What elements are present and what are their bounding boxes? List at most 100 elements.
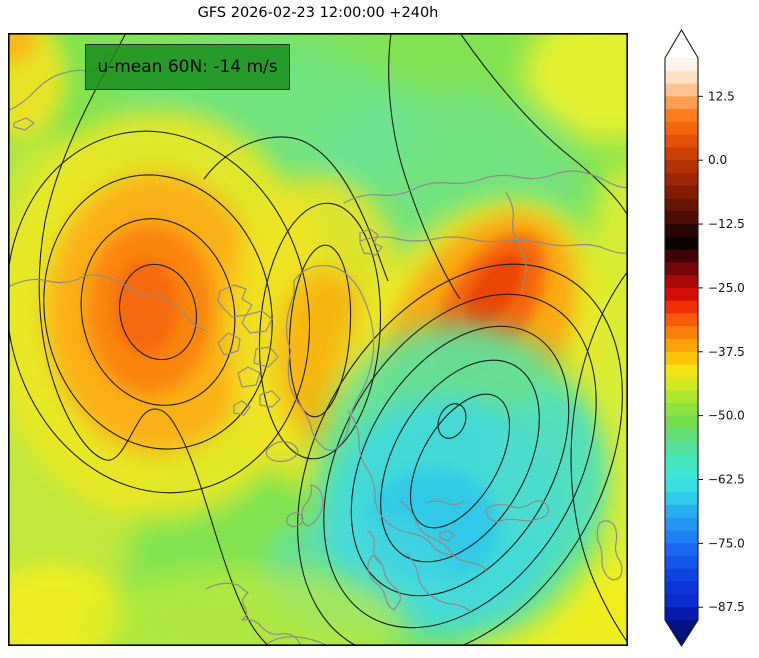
colorbar-step: [665, 492, 698, 506]
coastline: [347, 410, 454, 556]
colorbar-step: [665, 466, 698, 481]
figure-title: GFS 2026-02-23 12:00:00 +240h: [197, 5, 439, 21]
field-patch: [8, 33, 36, 63]
colorbar-step: [665, 147, 698, 161]
colorbar-tick-label: −62.5: [708, 473, 745, 487]
colorbar-step: [665, 275, 698, 289]
colorbar-outline: [664, 28, 699, 648]
coastline: [8, 274, 205, 331]
coastline: [399, 500, 488, 572]
colorbar-step: [665, 172, 698, 187]
coastline: [267, 636, 327, 646]
colorbar-step: [665, 287, 698, 302]
colorbar-tick-label: −50.0: [708, 409, 745, 423]
colorbar-step: [665, 134, 698, 149]
colorbar-step: [665, 96, 698, 110]
colorbar-step: [665, 224, 698, 238]
contour-line: [203, 136, 389, 282]
colorbar-step: [665, 479, 698, 493]
contour-line: [570, 270, 628, 644]
coastline: [301, 484, 324, 527]
colorbar-step: [665, 109, 698, 123]
coastline: [205, 582, 303, 646]
contour-line: [43, 174, 273, 450]
colorbar-step: [665, 390, 698, 404]
coastline: [217, 332, 241, 356]
contour-line: [8, 130, 311, 494]
contour-line: [258, 202, 382, 460]
coastline: [241, 310, 273, 334]
contour-line: [350, 325, 570, 597]
colorbar-step: [665, 581, 698, 596]
colorbar: 12.5 0.0 −12.5 −25.0 −37.5 −50.0 −62.5 −75.0 −87…: [664, 28, 745, 648]
colorbar-step: [665, 377, 698, 391]
colorbar-step: [665, 607, 698, 621]
field-patch: [465, 254, 523, 328]
coastline: [343, 170, 628, 204]
colorbar-step: [665, 364, 698, 378]
colorbar-extend-max: [665, 30, 698, 58]
colorbar-step: [665, 339, 698, 353]
contour-line: [118, 263, 198, 361]
field-patch: [523, 33, 628, 143]
colorbar-step: [665, 441, 698, 455]
colorbar-step: [665, 568, 698, 583]
colorbar-tick-label: −25.0: [708, 281, 745, 295]
coastline: [367, 554, 401, 611]
colorbar-step: [665, 83, 698, 97]
colorbar-step: [665, 300, 698, 315]
colorbar-step: [665, 249, 698, 263]
contour-line: [459, 33, 628, 217]
colorbar-step: [665, 505, 698, 519]
coastline: [439, 529, 455, 542]
colorbar-tick-label: 0.0: [708, 153, 727, 167]
colorbar-step: [665, 58, 698, 72]
coastline: [233, 400, 251, 416]
coastline: [367, 530, 381, 564]
coastline: [237, 366, 261, 388]
contour-line: [80, 218, 236, 406]
colorbar-step: [665, 326, 698, 340]
colorbar-step: [665, 211, 698, 225]
colorbar-step: [665, 530, 698, 544]
colorbar-step: [665, 236, 698, 251]
map-panel: u-mean 60N: -14 m/s: [8, 33, 628, 646]
coastline: [505, 192, 527, 295]
coastline: [13, 117, 35, 131]
colorbar-tick-label: −87.5: [708, 600, 745, 614]
contour-line: [388, 33, 461, 300]
colorbar-step: [665, 543, 698, 557]
colorbar-extend-min: [665, 620, 698, 646]
contour-line: [380, 359, 540, 563]
colorbar-step: [665, 415, 698, 430]
coastline: [285, 265, 375, 451]
colorbar-tick-label: 12.5: [708, 89, 735, 103]
contour-line: [409, 393, 511, 529]
colorbar-step: [665, 428, 698, 442]
colorbar-step: [665, 70, 698, 85]
coastline: [425, 500, 465, 506]
coastline: [286, 512, 304, 528]
colorbar-step: [665, 313, 698, 327]
contour-line: [288, 244, 352, 418]
weather-map: [8, 33, 628, 646]
u-mean-annotation-box: u-mean 60N: -14 m/s: [85, 44, 290, 90]
field-patch: [88, 568, 408, 646]
colorbar-step: [665, 556, 698, 570]
contour-line: [38, 33, 270, 646]
coastline: [265, 440, 299, 463]
colorbar-step: [665, 594, 698, 608]
colorbar-step: [665, 453, 698, 468]
coastline: [596, 520, 623, 581]
colorbar-step: [665, 402, 698, 417]
coastline: [485, 500, 550, 523]
coastline: [405, 552, 473, 614]
colorbar-step: [665, 160, 698, 174]
coastline: [259, 390, 281, 408]
colorbar-step: [665, 185, 698, 200]
colorbar-step: [665, 262, 698, 276]
field-patch: [114, 259, 178, 355]
coastline: [217, 284, 253, 318]
contour-line: [323, 293, 597, 629]
